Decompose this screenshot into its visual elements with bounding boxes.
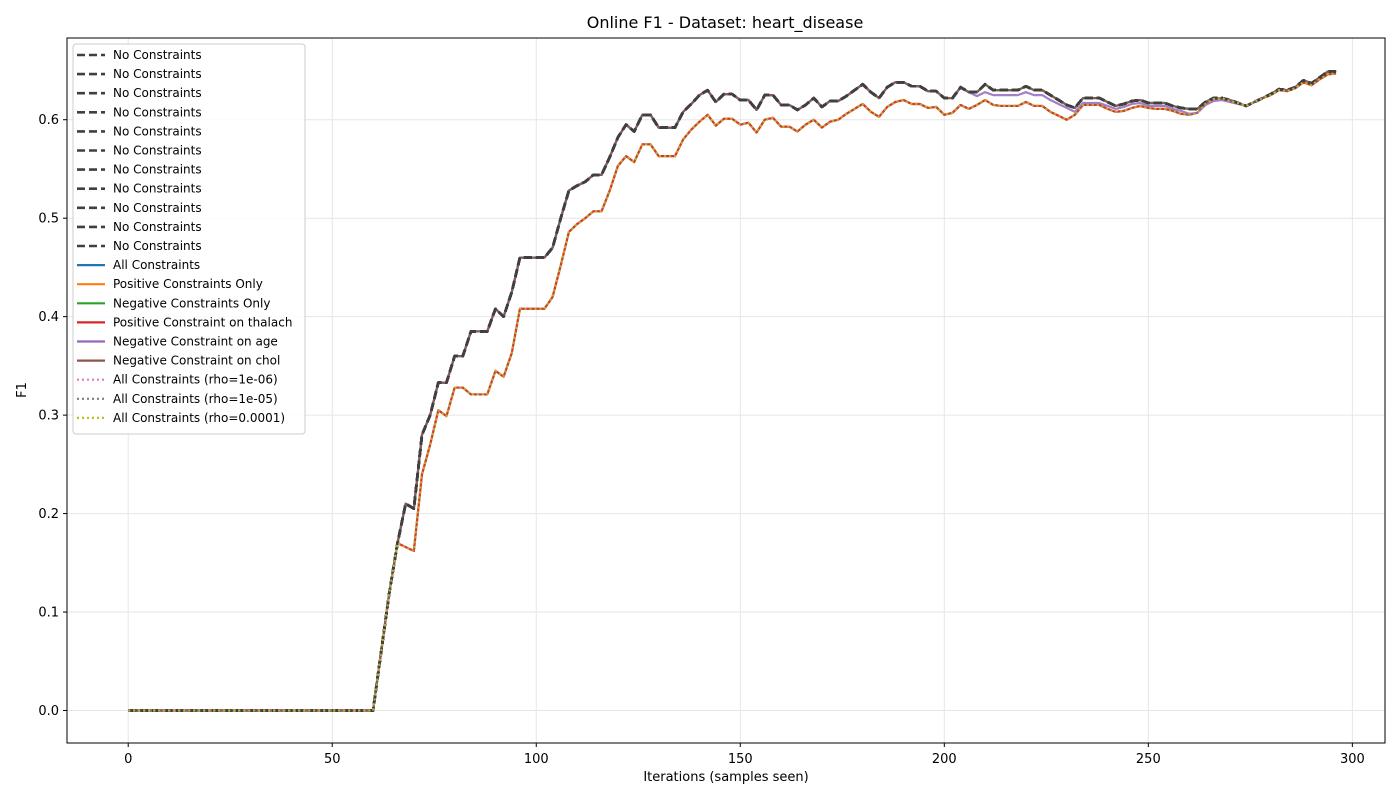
series-line-6	[128, 70, 1337, 712]
series-line-0	[128, 70, 1337, 712]
series-line-8	[128, 70, 1337, 712]
x-tick-label: 200	[932, 752, 957, 767]
y-tick-label: 0.0	[38, 704, 59, 719]
legend-label: No Constraints	[113, 182, 202, 196]
series-line-17	[128, 72, 1337, 712]
x-tick-label: 150	[728, 752, 753, 767]
legend-label: Positive Constraints Only	[113, 277, 263, 291]
series-line-11	[128, 70, 1337, 712]
series-line-2	[128, 70, 1337, 712]
x-tick-label: 50	[324, 752, 341, 767]
legend-label: No Constraints	[113, 67, 202, 81]
legend-label: No Constraints	[113, 220, 202, 234]
legend-label: No Constraints	[113, 48, 202, 62]
series-line-16	[128, 70, 1337, 712]
y-axis-label: F1	[15, 382, 30, 398]
x-tick-label: 100	[524, 752, 549, 767]
y-tick-label: 0.5	[38, 212, 59, 227]
x-tick-label: 0	[124, 752, 132, 767]
series-line-4	[128, 70, 1337, 712]
legend-label: Positive Constraint on thalach	[113, 315, 292, 329]
legend-label: No Constraints	[113, 144, 202, 158]
legend-label: Negative Constraints Only	[113, 296, 270, 310]
series-line-13	[128, 70, 1337, 712]
series-line-15	[128, 70, 1337, 712]
legend-label: All Constraints (rho=1e-06)	[113, 373, 278, 387]
series-line-18	[128, 72, 1337, 712]
legend-label: No Constraints	[113, 105, 202, 119]
y-tick-label: 0.3	[38, 409, 59, 424]
x-axis-label: Iterations (samples seen)	[643, 770, 808, 785]
legend-label: No Constraints	[113, 201, 202, 215]
legend-box	[72, 43, 306, 435]
legend-label: All Constraints (rho=0.0001)	[113, 411, 285, 425]
chart-title: Online F1 - Dataset: heart_disease	[587, 13, 864, 33]
legend-label: No Constraints	[113, 86, 202, 100]
series-line-14	[128, 72, 1337, 712]
legend-label: All Constraints	[113, 258, 200, 272]
y-tick-label: 0.4	[38, 310, 59, 325]
legend-label: All Constraints (rho=1e-05)	[113, 392, 278, 406]
legend-label: No Constraints	[113, 163, 202, 177]
legend-label: No Constraints	[113, 239, 202, 253]
series-line-10	[128, 70, 1337, 712]
series-line-5	[128, 70, 1337, 712]
x-tick-label: 300	[1340, 752, 1365, 767]
series-line-12	[128, 72, 1337, 712]
series-line-1	[128, 70, 1337, 712]
legend-label: No Constraints	[113, 124, 202, 138]
y-tick-label: 0.6	[38, 113, 59, 128]
series-line-7	[128, 70, 1337, 712]
series-line-3	[128, 70, 1337, 712]
legend: No Constraints No Constraints No Constrain…	[72, 43, 306, 435]
series-line-19	[128, 72, 1337, 712]
y-tick-label: 0.2	[38, 507, 59, 522]
plot-frame	[66, 37, 1386, 744]
x-tick-label: 250	[1136, 752, 1161, 767]
axis-ticks: 0 50 100 150 200 250 300 0.0 0.1 0.2 0.3 0.4 0.5 0.6	[38, 113, 1364, 767]
series-lines	[128, 70, 1337, 712]
series-line-9	[128, 70, 1337, 712]
legend-label: Negative Constraint on chol	[113, 354, 280, 368]
legend-label: Negative Constraint on age	[113, 335, 278, 349]
y-tick-label: 0.1	[38, 606, 59, 621]
